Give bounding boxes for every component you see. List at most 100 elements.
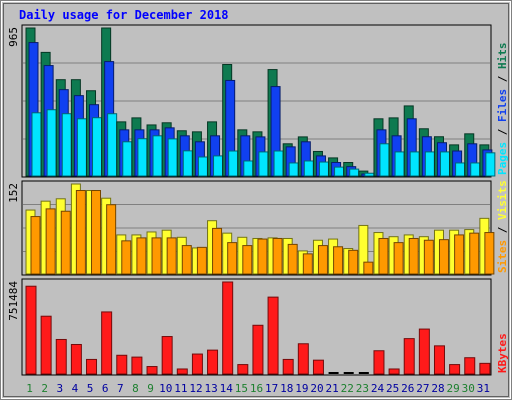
bar-kbytes-day-27: [418, 328, 430, 375]
bar-kbytes-day-11: [176, 368, 188, 375]
legend-separator: /: [496, 122, 509, 142]
bar-kbytes-day-18: [282, 358, 294, 375]
bar-pages-day-21: [334, 166, 345, 177]
bar-pages-day-15: [243, 160, 254, 177]
bar-pages-day-1: [31, 112, 42, 177]
bar-sites-day-10: [166, 237, 177, 275]
panel-3-legend: KBytes: [496, 333, 509, 373]
panel-ymax-label: 965: [7, 27, 20, 47]
bar-sites-day-11: [181, 245, 192, 275]
bar-kbytes-day-26: [403, 338, 415, 375]
chart-panels: 965 152 751484: [7, 24, 496, 376]
bar-pages-day-19: [303, 160, 314, 177]
panel-ymax-label: 152: [7, 183, 20, 203]
day-label-25: 25: [386, 382, 399, 395]
panel-1-legend: Pages / Files / Hits: [496, 43, 509, 176]
bar-sites-day-4: [75, 190, 86, 275]
day-label-9: 9: [147, 382, 154, 395]
day-label-28: 28: [431, 382, 444, 395]
bar-pages-day-14: [228, 150, 239, 177]
bar-kbytes-day-17: [267, 296, 279, 375]
bar-pages-day-13: [213, 155, 224, 177]
bar-kbytes-day-28: [433, 345, 445, 375]
day-label-7: 7: [117, 382, 124, 395]
bar-pages-day-12: [197, 156, 208, 177]
bar-pages-day-17: [273, 150, 284, 177]
bar-pages-day-9: [152, 135, 163, 177]
legend-separator: /: [496, 69, 509, 89]
bar-pages-day-23: [364, 172, 375, 177]
bar-pages-day-26: [409, 151, 420, 177]
day-label-12: 12: [189, 382, 202, 395]
bar-sites-day-17: [272, 237, 283, 275]
bar-kbytes-day-21: [328, 372, 339, 374]
bar-sites-day-15: [242, 245, 253, 275]
chart-bevel-shadow: [3, 3, 509, 397]
panel-ymax-label: 751484: [7, 281, 20, 321]
bar-pages-day-30: [470, 162, 481, 177]
bar-sites-day-30: [469, 232, 480, 275]
bar-kbytes-day-9: [146, 366, 158, 375]
bar-sites-day-3: [60, 210, 71, 275]
chart-bevel-highlight: [1, 1, 511, 399]
bar-pages-day-31: [485, 152, 496, 177]
day-label-22: 22: [341, 382, 354, 395]
bar-kbytes-day-2: [40, 315, 52, 375]
bar-sites-day-6: [106, 204, 117, 275]
day-label-27: 27: [416, 382, 429, 395]
day-label-4: 4: [72, 382, 79, 395]
bar-sites-day-25: [393, 242, 404, 275]
bar-kbytes-day-29: [449, 364, 461, 375]
day-label-24: 24: [371, 382, 385, 395]
bar-pages-day-27: [424, 151, 435, 177]
day-label-11: 11: [174, 382, 187, 395]
bar-kbytes-day-8: [131, 356, 143, 375]
bar-sites-day-22: [348, 249, 359, 275]
day-label-5: 5: [87, 382, 94, 395]
bar-sites-day-20: [317, 245, 328, 275]
day-label-13: 13: [204, 382, 217, 395]
bar-pages-day-7: [122, 141, 133, 177]
legend-visits: Visits: [496, 180, 509, 220]
day-label-6: 6: [102, 382, 109, 395]
chart-legends: Pages / Files / Hits Sites / Visits KBytes: [496, 43, 509, 374]
chart-title: Daily usage for December 2018: [19, 8, 229, 22]
day-label-19: 19: [295, 382, 308, 395]
bar-kbytes-day-20: [312, 359, 324, 375]
bar-sites-day-16: [257, 238, 268, 275]
bar-kbytes-day-3: [55, 338, 67, 375]
bar-kbytes-day-13: [207, 349, 219, 375]
day-label-21: 21: [326, 382, 339, 395]
day-label-3: 3: [57, 382, 64, 395]
bar-sites-day-9: [151, 237, 162, 275]
bar-sites-day-31: [484, 232, 495, 275]
bar-kbytes-day-12: [191, 353, 203, 375]
bar-kbytes-day-10: [161, 336, 173, 375]
day-label-8: 8: [132, 382, 139, 395]
bar-kbytes-day-31: [479, 362, 491, 375]
bar-sites-day-13: [212, 227, 223, 275]
bar-pages-day-24: [379, 143, 390, 177]
legend-sites: Sites: [496, 240, 509, 273]
bar-pages-day-5: [92, 117, 103, 177]
day-label-1: 1: [26, 382, 33, 395]
bar-kbytes-day-14: [222, 281, 234, 375]
day-axis-labels: 1 2 3 4 5 6 7 8 9 10 11 12 13 14 15 16 17 18 19 20 21 22 23 24 2…: [26, 382, 490, 395]
bar-kbytes-day-24: [373, 350, 385, 375]
bar-pages-day-16: [258, 151, 269, 177]
legend-pages: Pages: [496, 142, 509, 175]
bar-pages-day-28: [439, 151, 450, 177]
day-label-29: 29: [447, 382, 460, 395]
bar-sites-day-29: [454, 234, 465, 275]
day-label-14: 14: [220, 382, 234, 395]
bar-sites-day-26: [408, 237, 419, 275]
day-label-17: 17: [265, 382, 278, 395]
bar-sites-day-24: [378, 237, 389, 275]
bar-sites-day-7: [121, 240, 132, 275]
bar-kbytes-day-6: [101, 311, 113, 375]
day-label-10: 10: [159, 382, 172, 395]
bar-pages-day-29: [455, 162, 466, 177]
bar-sites-day-2: [45, 208, 56, 275]
